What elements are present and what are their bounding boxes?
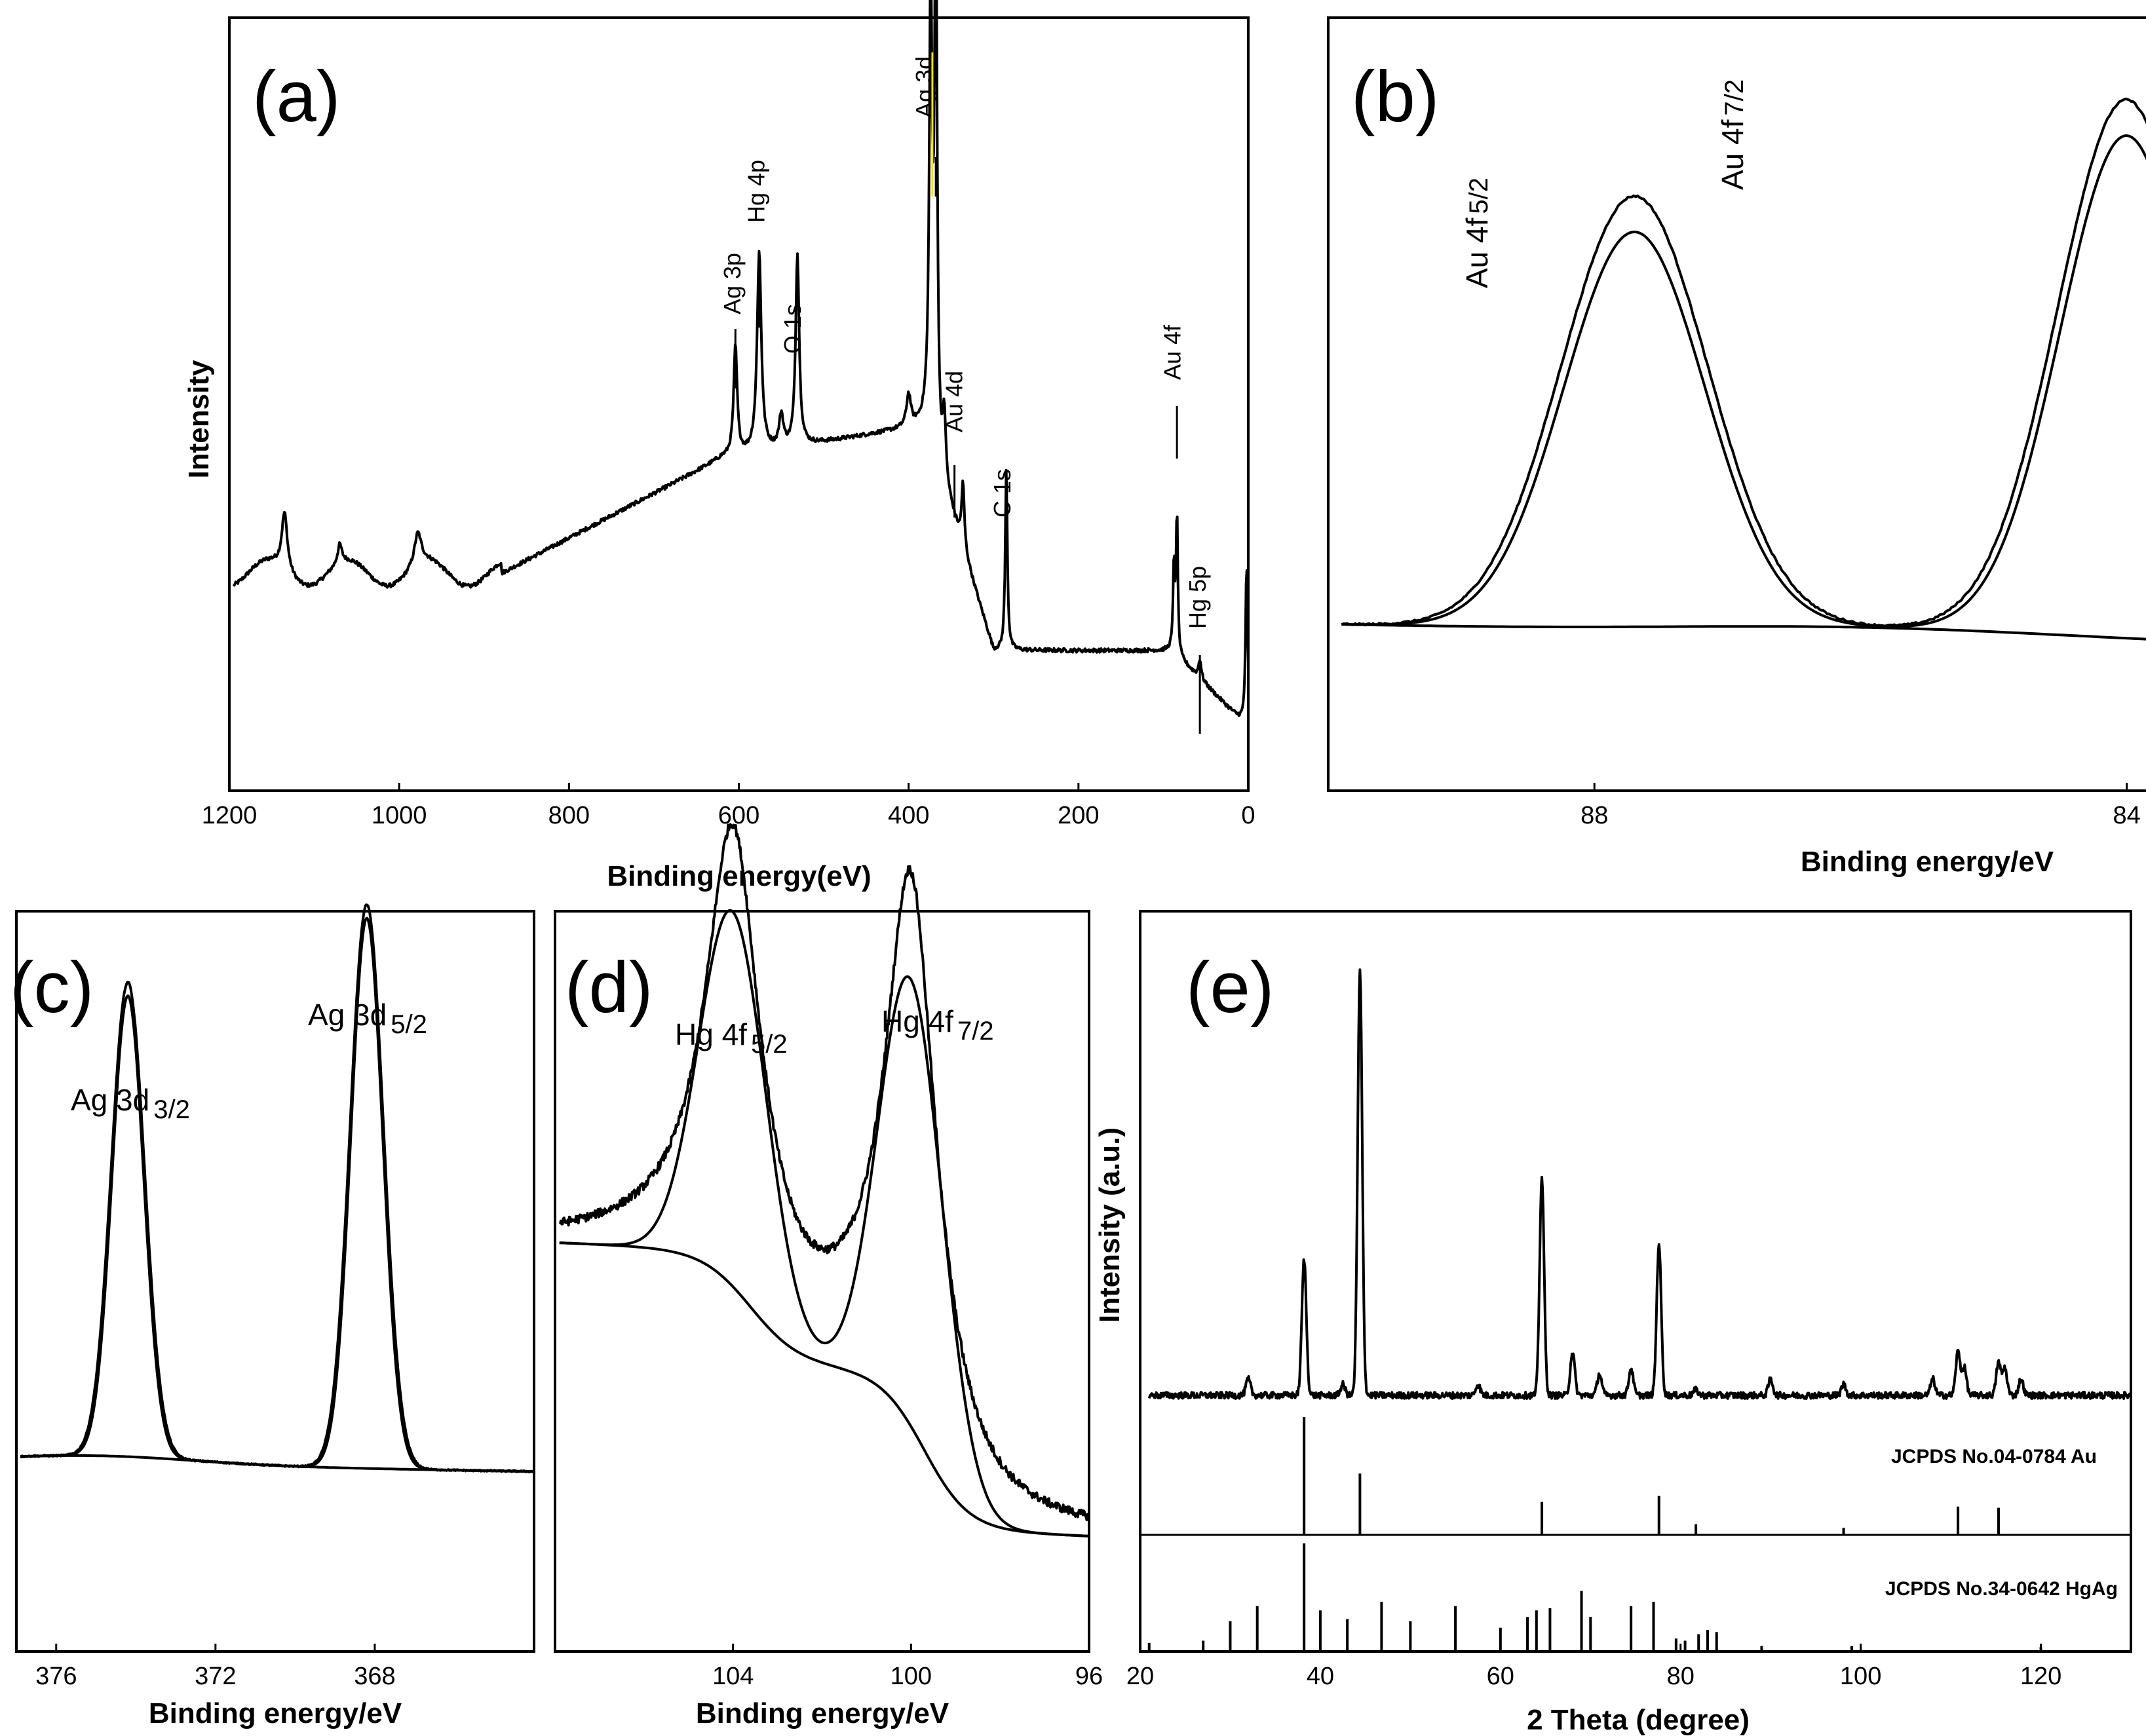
x-tick-label: 400 <box>888 802 929 829</box>
panel-e-y-axis-label: Intensity (a.u.) <box>1094 1127 1126 1323</box>
panel-c-letter: (c) <box>10 947 94 1028</box>
x-tick-label: 80 <box>1667 1663 1695 1690</box>
panel-b-peak-labels: Au 4f5/2 Au 4f7/2 <box>1460 79 1750 288</box>
x-tick-label: 1000 <box>372 802 427 829</box>
panel-b-fit <box>1341 134 2146 628</box>
peak-label-subscript: 7/2 <box>1720 79 1749 116</box>
peak-label: Au 4f <box>1159 324 1185 380</box>
panel-b-x-ticks: 88 84 <box>1581 783 2141 829</box>
panel-d-fit <box>559 909 1090 1538</box>
x-tick-label: 600 <box>718 802 759 829</box>
panel-a: (a) Ag 3p Hg 4p O 1s Ag 3d Au 4d C 1s Au 4f Hg … <box>183 0 1255 892</box>
panel-e-x-ticks: 20 40 60 80 100 120 <box>1126 1644 2061 1690</box>
peak-label-subscript: 3/2 <box>153 1095 190 1124</box>
panel-b-letter: (b) <box>1351 56 1439 137</box>
x-tick-label: 200 <box>1058 802 1099 829</box>
panel-c-x-ticks: 376 372 368 <box>35 1644 396 1690</box>
panel-a-spectrum <box>232 0 1250 717</box>
panel-c-x-axis-label: Binding energy/eV <box>149 1697 402 1729</box>
panel-d-letter: (d) <box>565 947 653 1028</box>
peak-label: Au 4f7/2 <box>1715 79 1750 190</box>
panel-d-x-ticks: 104 100 96 <box>712 1644 1103 1690</box>
x-tick-label: 0 <box>1241 802 1255 829</box>
panel-e-reference-label-au: JCPDS No.04-0784 Au <box>1891 1446 2097 1467</box>
peak-label: Au 4f5/2 <box>1460 178 1494 288</box>
panel-d-peak-labels: Hg 4f 5/2 Hg 4f 7/2 <box>675 1004 994 1059</box>
peak-label-subscript: 5/2 <box>391 1010 427 1039</box>
panel-a-y-axis-label: Intensity <box>183 360 215 478</box>
x-tick-label: 88 <box>1581 802 1608 829</box>
peak-label: Ag 3d 5/2 <box>308 998 427 1039</box>
panel-e-x-axis-label: 2 Theta (degree) <box>1527 1704 1750 1736</box>
panel-d-background <box>559 1241 1090 1538</box>
peak-label: Ag 3p <box>719 253 746 314</box>
peak-label-subscript: 7/2 <box>957 1017 994 1046</box>
panel-d: (d) Hg 4f 5/2 Hg 4f 7/2 104 100 96 Binding en… <box>554 823 1103 1729</box>
panel-e-reference-label-hgag: JCPDS No.34-0642 HgAg <box>1885 1578 2118 1600</box>
panel-c-fit <box>20 916 535 1473</box>
x-tick-label: 1200 <box>202 802 258 829</box>
x-tick-label: 372 <box>195 1663 236 1690</box>
peak-label: Hg 5p <box>1184 566 1211 629</box>
panel-a-x-axis-label: Binding energy(eV) <box>607 860 871 892</box>
panel-c: (c) Ag 3d 3/2 Ag 3d 5/2 376 372 368 Binding e… <box>10 903 535 1729</box>
x-tick-label: 40 <box>1307 1663 1334 1690</box>
panel-b: (b) Au 4f5/2 Au 4f7/2 88 84 Binding energy… <box>1327 16 2146 878</box>
x-tick-label: 120 <box>2020 1663 2061 1690</box>
panel-a-letter: (a) <box>252 56 340 137</box>
peak-label: Ag 3d <box>911 56 938 118</box>
x-tick-label: 368 <box>354 1663 395 1690</box>
peak-label: Hg 4f 7/2 <box>881 1004 994 1046</box>
panel-e-letter: (e) <box>1186 947 1274 1028</box>
peak-label-subscript: 5/2 <box>751 1030 788 1059</box>
x-tick-label: 376 <box>35 1663 77 1690</box>
peak-label: Ag 3d 3/2 <box>71 1083 190 1124</box>
x-tick-label: 84 <box>2113 802 2141 829</box>
panel-a-peak-labels: Ag 3p Hg 4p O 1s Ag 3d Au 4d C 1s Au 4f Hg 5p <box>719 52 1211 734</box>
panel-b-frame <box>1327 16 2146 792</box>
peak-label: Hg 4p <box>742 160 769 223</box>
panel-d-x-axis-label: Binding energy/eV <box>696 1697 949 1729</box>
panel-c-frame <box>15 910 535 1653</box>
panel-e-frame <box>1139 910 2132 1653</box>
x-tick-label: 96 <box>1075 1663 1103 1690</box>
panel-e: (e) JCPDS No.04-0784 Au JCPDS No.34-0642… <box>1094 910 2132 1736</box>
peak-label: Au 4d <box>940 371 967 432</box>
panel-b-background <box>1341 623 2146 641</box>
x-tick-label: 800 <box>548 802 590 829</box>
panel-e-xrd-pattern <box>1147 968 2132 1400</box>
peak-label: C 1s <box>989 469 1016 518</box>
x-tick-label: 60 <box>1487 1663 1514 1690</box>
panel-c-background <box>20 1454 535 1473</box>
panel-b-spectrum <box>1341 98 2146 628</box>
panel-d-frame <box>554 910 1090 1653</box>
x-tick-label: 100 <box>1840 1663 1881 1690</box>
panel-d-spectrum <box>558 823 1090 1522</box>
peak-label: O 1s <box>779 304 806 354</box>
peak-label-subscript: 5/2 <box>1465 178 1493 214</box>
x-tick-label: 104 <box>712 1663 754 1690</box>
x-tick-label: 100 <box>891 1663 932 1690</box>
x-tick-label: 20 <box>1126 1663 1154 1690</box>
panel-b-x-axis-label: Binding energy/eV <box>1801 846 2054 878</box>
panel-a-x-ticks: 1200 1000 800 600 400 200 0 <box>202 783 1255 829</box>
peak-label: Hg 4f 5/2 <box>675 1017 788 1059</box>
